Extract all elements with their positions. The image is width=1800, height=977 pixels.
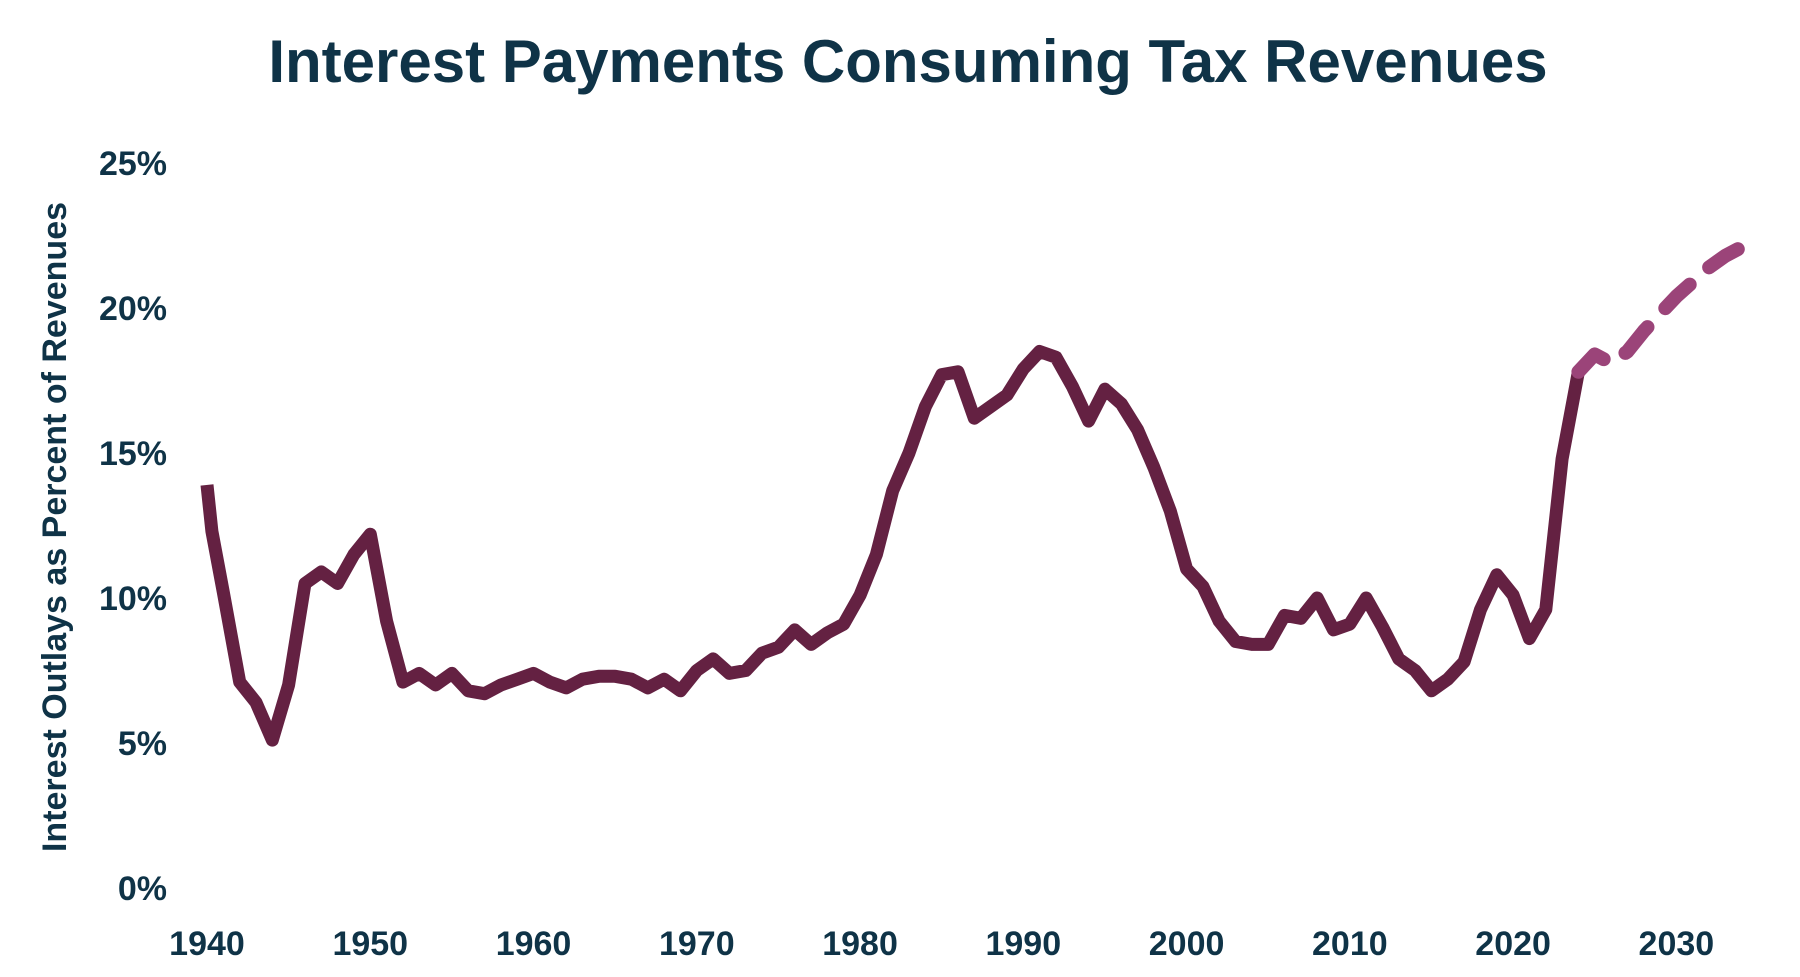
x-tick-label: 1970 (659, 925, 735, 963)
x-tick-label: 2000 (1149, 925, 1225, 963)
y-axis-ticks: 0% 5% 10% 15% 20% 25% (99, 145, 167, 908)
y-axis-label: Interest Outlays as Percent of Revenues (36, 202, 74, 852)
x-tick-label: 1940 (169, 925, 245, 963)
chart-title: Interest Payments Consuming Tax Revenues (268, 28, 1547, 95)
x-tick-label: 1990 (985, 925, 1061, 963)
y-tick-label: 20% (99, 290, 167, 328)
y-tick-label: 10% (99, 580, 167, 618)
historical-series-line (200, 345, 1585, 747)
series-lines (200, 234, 1765, 747)
y-tick-label: 25% (99, 145, 167, 183)
y-tick-label: 5% (118, 725, 167, 763)
x-tick-label: 2020 (1475, 925, 1551, 963)
x-tick-label: 1950 (332, 925, 408, 963)
x-tick-label: 1960 (496, 925, 572, 963)
x-tick-label: 2030 (1639, 925, 1715, 963)
y-tick-label: 0% (118, 870, 167, 908)
x-axis-ticks: 1940 1950 1960 1970 1980 1990 2000 2010 2020 2030 (169, 925, 1714, 963)
projected-series-line (1571, 234, 1765, 379)
y-tick-label: 15% (99, 435, 167, 473)
x-tick-label: 2010 (1312, 925, 1388, 963)
x-tick-label: 1980 (822, 925, 898, 963)
